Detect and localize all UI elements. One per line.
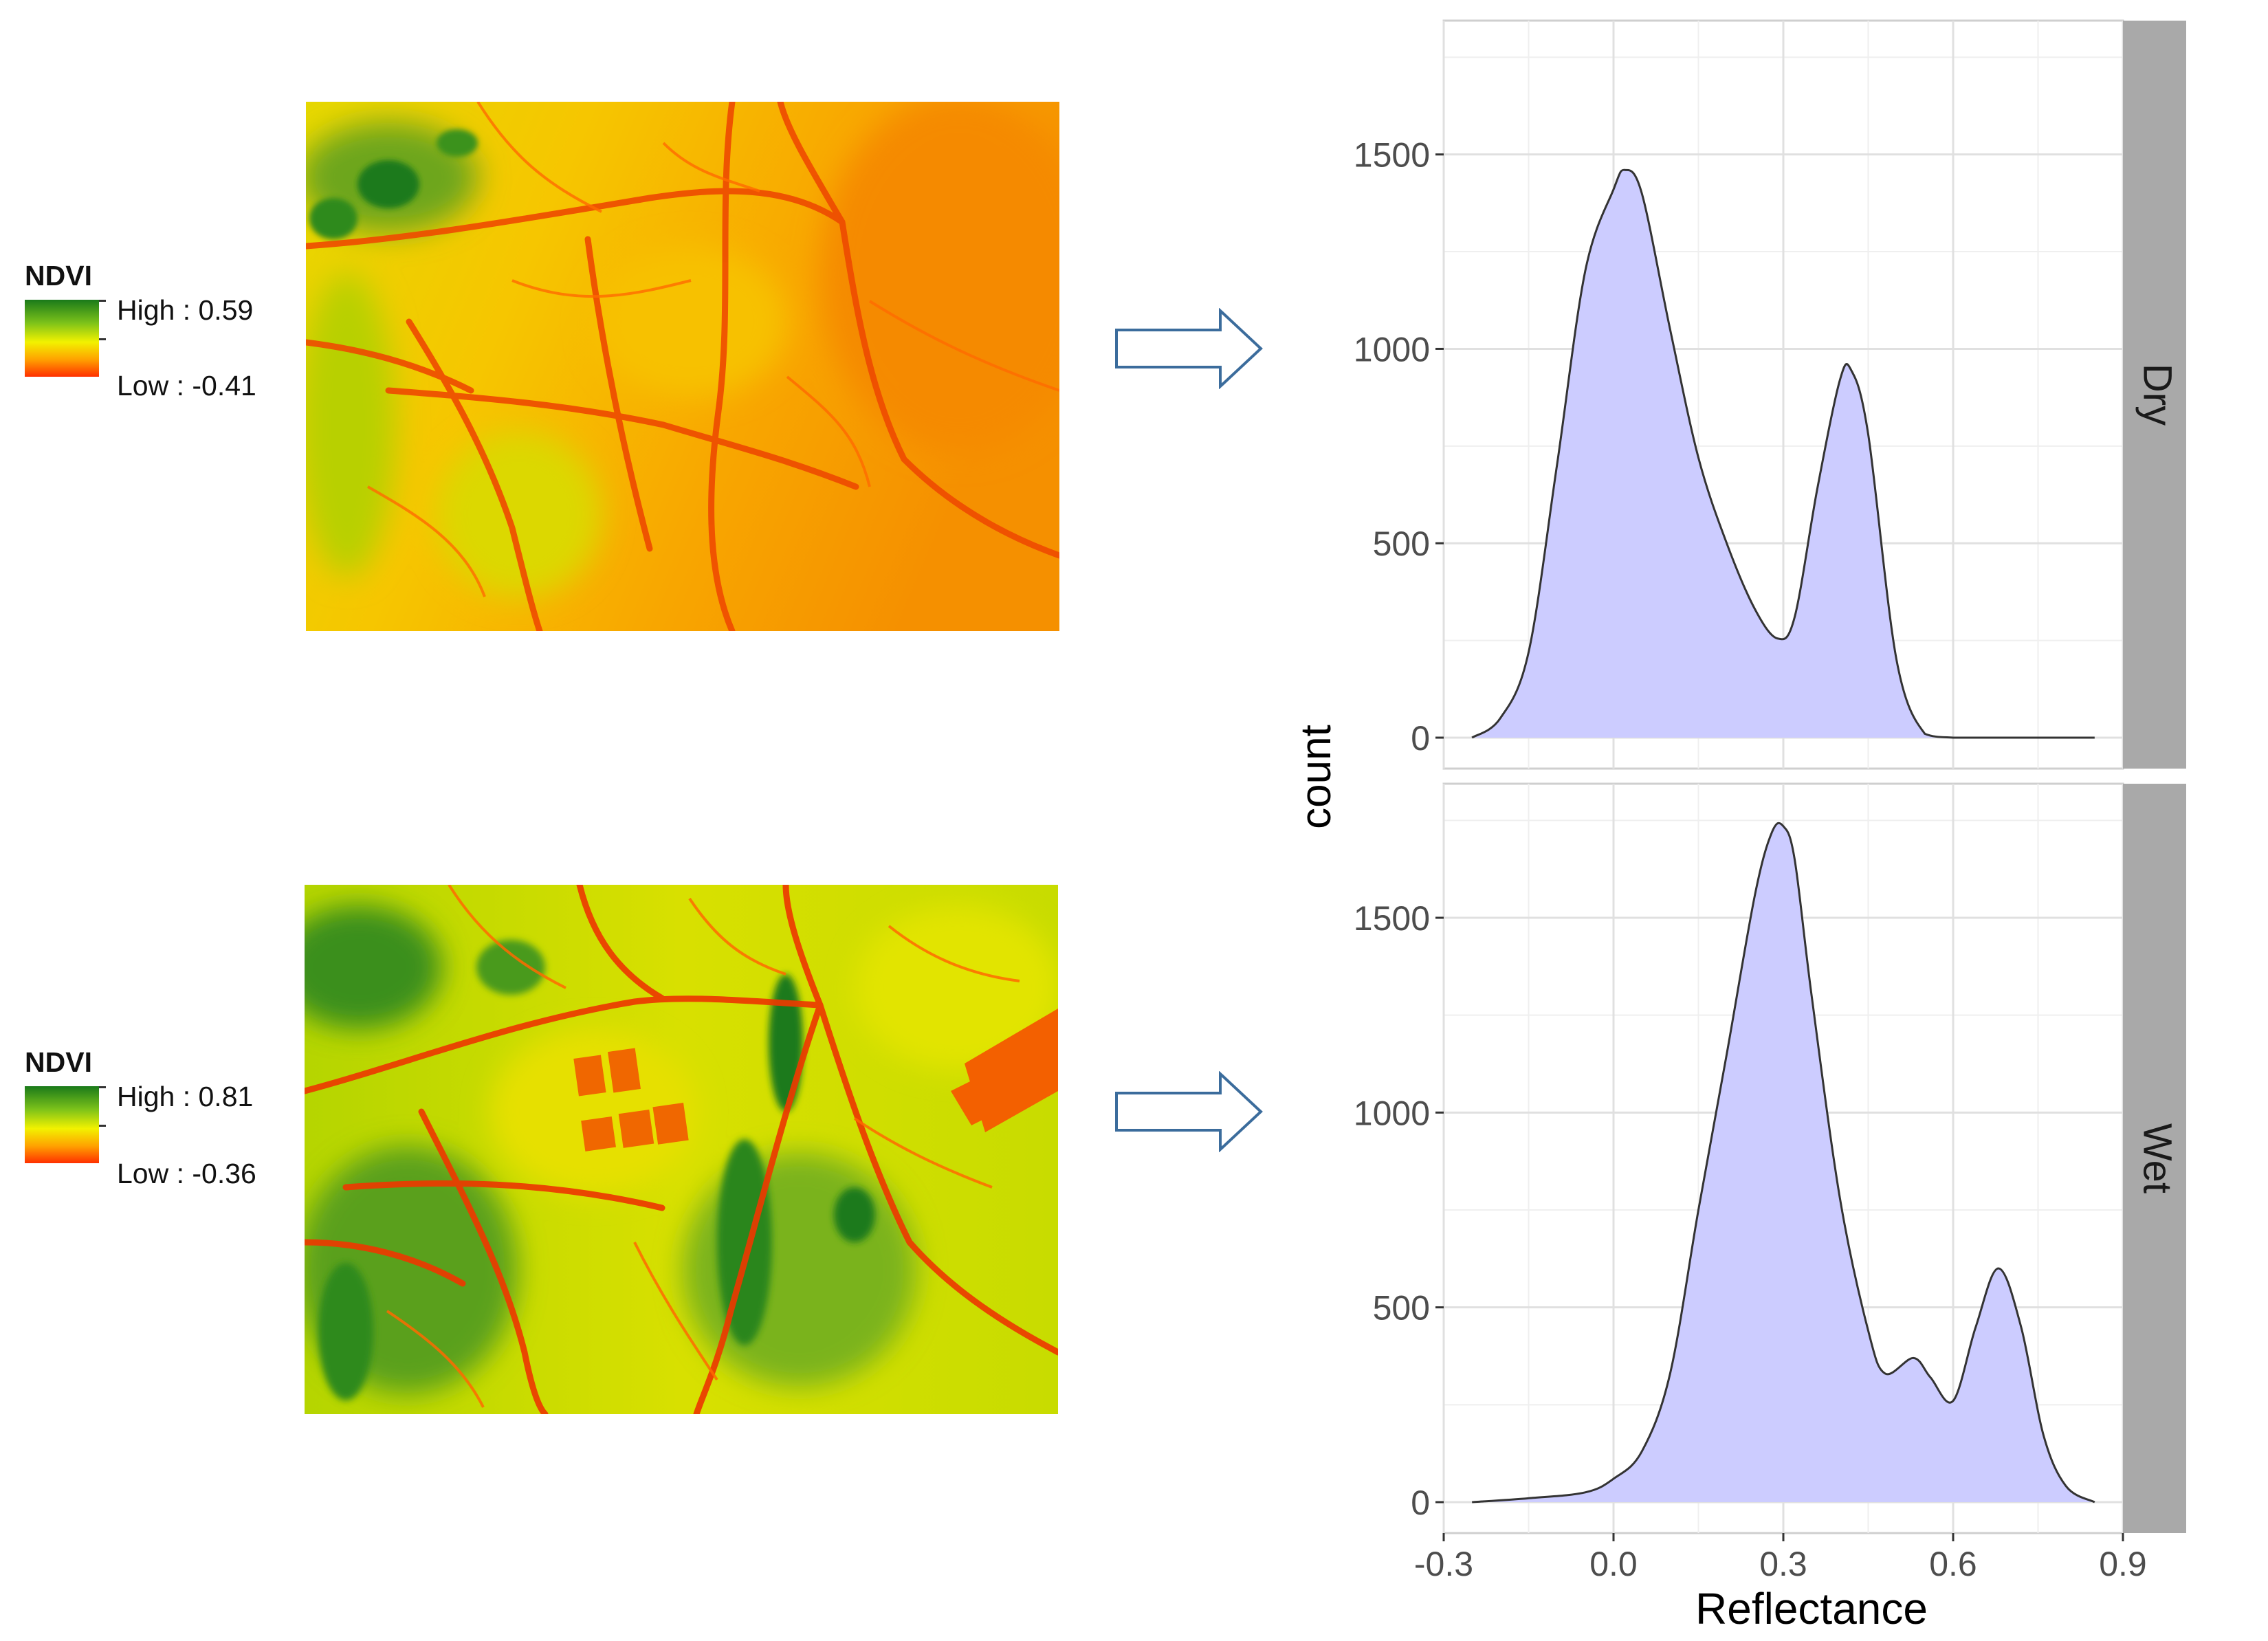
- panel-wet: Wet 0 500 1000 1500 -0.3 0.0 0.3 0.6 0.9: [1354, 782, 2186, 1583]
- y-tick-label: 1500: [1354, 899, 1430, 938]
- ndvi-map-dry: [306, 102, 1059, 631]
- density-line: [1471, 168, 2095, 739]
- legend-low-label: Low : -0.36: [117, 1158, 256, 1189]
- legend-high-label: High : 0.81: [117, 1081, 254, 1112]
- legend-tick-high: [99, 300, 106, 302]
- y-tick-label: 0: [1411, 1484, 1430, 1522]
- y-tick-label: 1000: [1354, 330, 1430, 368]
- facet-strip-label: Dry: [2135, 364, 2180, 426]
- y-tick-label: 1500: [1354, 136, 1430, 175]
- facet-strip-label: Wet: [2135, 1123, 2180, 1193]
- facet-strip: [2123, 21, 2186, 769]
- legend-tick-high: [99, 1086, 106, 1088]
- legend-color-ramp: [25, 300, 99, 377]
- ndvi-legend-dry: NDVI High : 0.59 Low : -0.41: [21, 260, 296, 401]
- legend-title: NDVI: [25, 260, 92, 291]
- legend-high-label: High : 0.59: [117, 294, 254, 326]
- legend-title: NDVI: [25, 1046, 92, 1078]
- legend-color-ramp: [25, 1086, 99, 1163]
- y-tick-label: 0: [1411, 719, 1430, 758]
- facet-strip: [2123, 784, 2186, 1533]
- y-axis-label: count: [1292, 725, 1340, 829]
- y-tick-label: 500: [1373, 525, 1430, 563]
- x-tick-label: -0.3: [1414, 1545, 1473, 1583]
- y-tick-label: 1000: [1354, 1094, 1430, 1132]
- x-tick-label: 0.6: [1929, 1545, 1977, 1583]
- arrow-right-icon: [1114, 1070, 1265, 1153]
- legend-low-label: Low : -0.41: [117, 370, 256, 401]
- x-tick-label: 0.9: [2099, 1545, 2147, 1583]
- ndvi-legend-wet: NDVI High : 0.81 Low : -0.36: [21, 1046, 296, 1189]
- panel-dry: Dry 0 500 1000 1500: [1354, 19, 2186, 770]
- legend-tick-mid: [99, 1125, 106, 1127]
- arrow-right-icon: [1114, 307, 1265, 390]
- x-axis-label: Reflectance: [1695, 1584, 1928, 1633]
- y-tick-label: 500: [1373, 1289, 1430, 1328]
- density-area: [1472, 170, 2095, 738]
- density-line: [1472, 822, 2095, 1504]
- x-tick-label: 0.0: [1589, 1545, 1638, 1583]
- legend-tick-mid: [99, 338, 106, 340]
- density-area: [1472, 823, 2095, 1502]
- ndvi-map-wet: [305, 885, 1058, 1414]
- x-tick-label: 0.3: [1759, 1545, 1807, 1583]
